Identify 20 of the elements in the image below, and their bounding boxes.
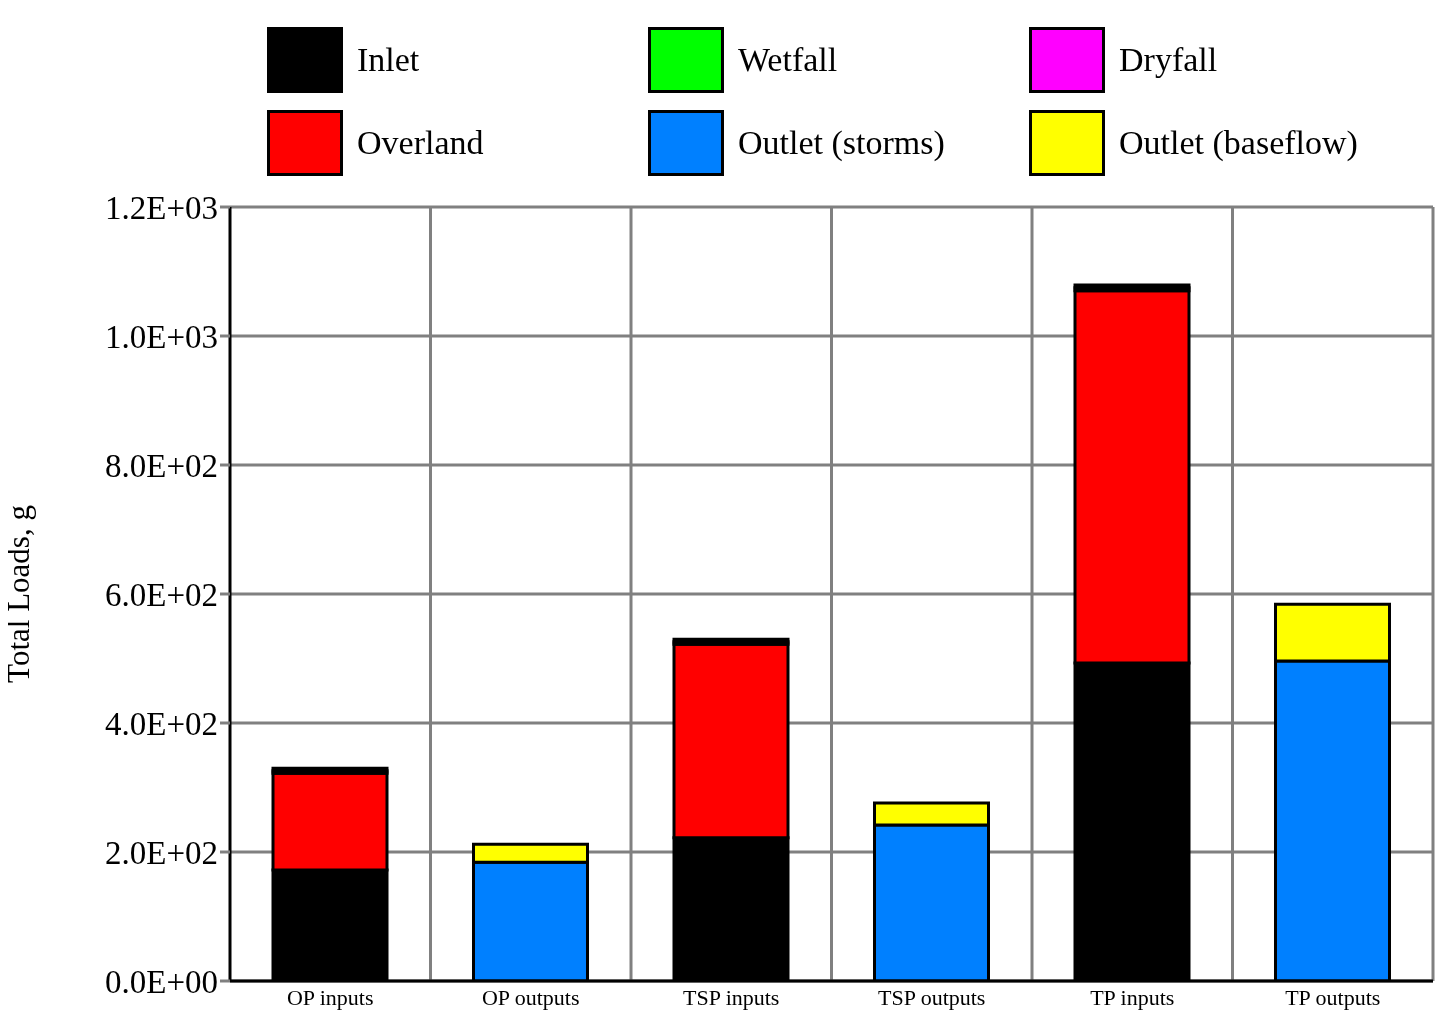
y-tick-label: 6.0E+02 xyxy=(104,576,218,613)
legend-label: Wetfall xyxy=(738,40,838,79)
legend-label: Outlet (baseflow) xyxy=(1119,123,1358,162)
y-tick-label: 2.0E+02 xyxy=(104,834,218,871)
y-tick-label: 1.2E+03 xyxy=(104,189,218,226)
y-tick-label: 0.0E+00 xyxy=(104,963,218,1000)
x-tick-label: OP inputs xyxy=(286,984,374,1010)
y-tick-label: 4.0E+02 xyxy=(104,705,218,742)
x-tick-label: TP inputs xyxy=(1090,984,1175,1010)
y-axis-title: Total Loads, g xyxy=(1,505,37,683)
legend-label: Outlet (storms) xyxy=(738,123,945,162)
legend-label: Dryfall xyxy=(1119,40,1218,79)
x-tick-label: OP outputs xyxy=(481,984,580,1010)
legend-label: Overland xyxy=(357,123,484,162)
legend-label: Inlet xyxy=(357,40,420,79)
x-tick-label: TSP outputs xyxy=(878,984,986,1010)
x-tick-label: TP outputs xyxy=(1285,984,1381,1010)
y-tick-label: 8.0E+02 xyxy=(104,447,218,484)
y-tick-label: 1.0E+03 xyxy=(104,318,218,355)
x-tick-label: TSP inputs xyxy=(683,984,780,1010)
